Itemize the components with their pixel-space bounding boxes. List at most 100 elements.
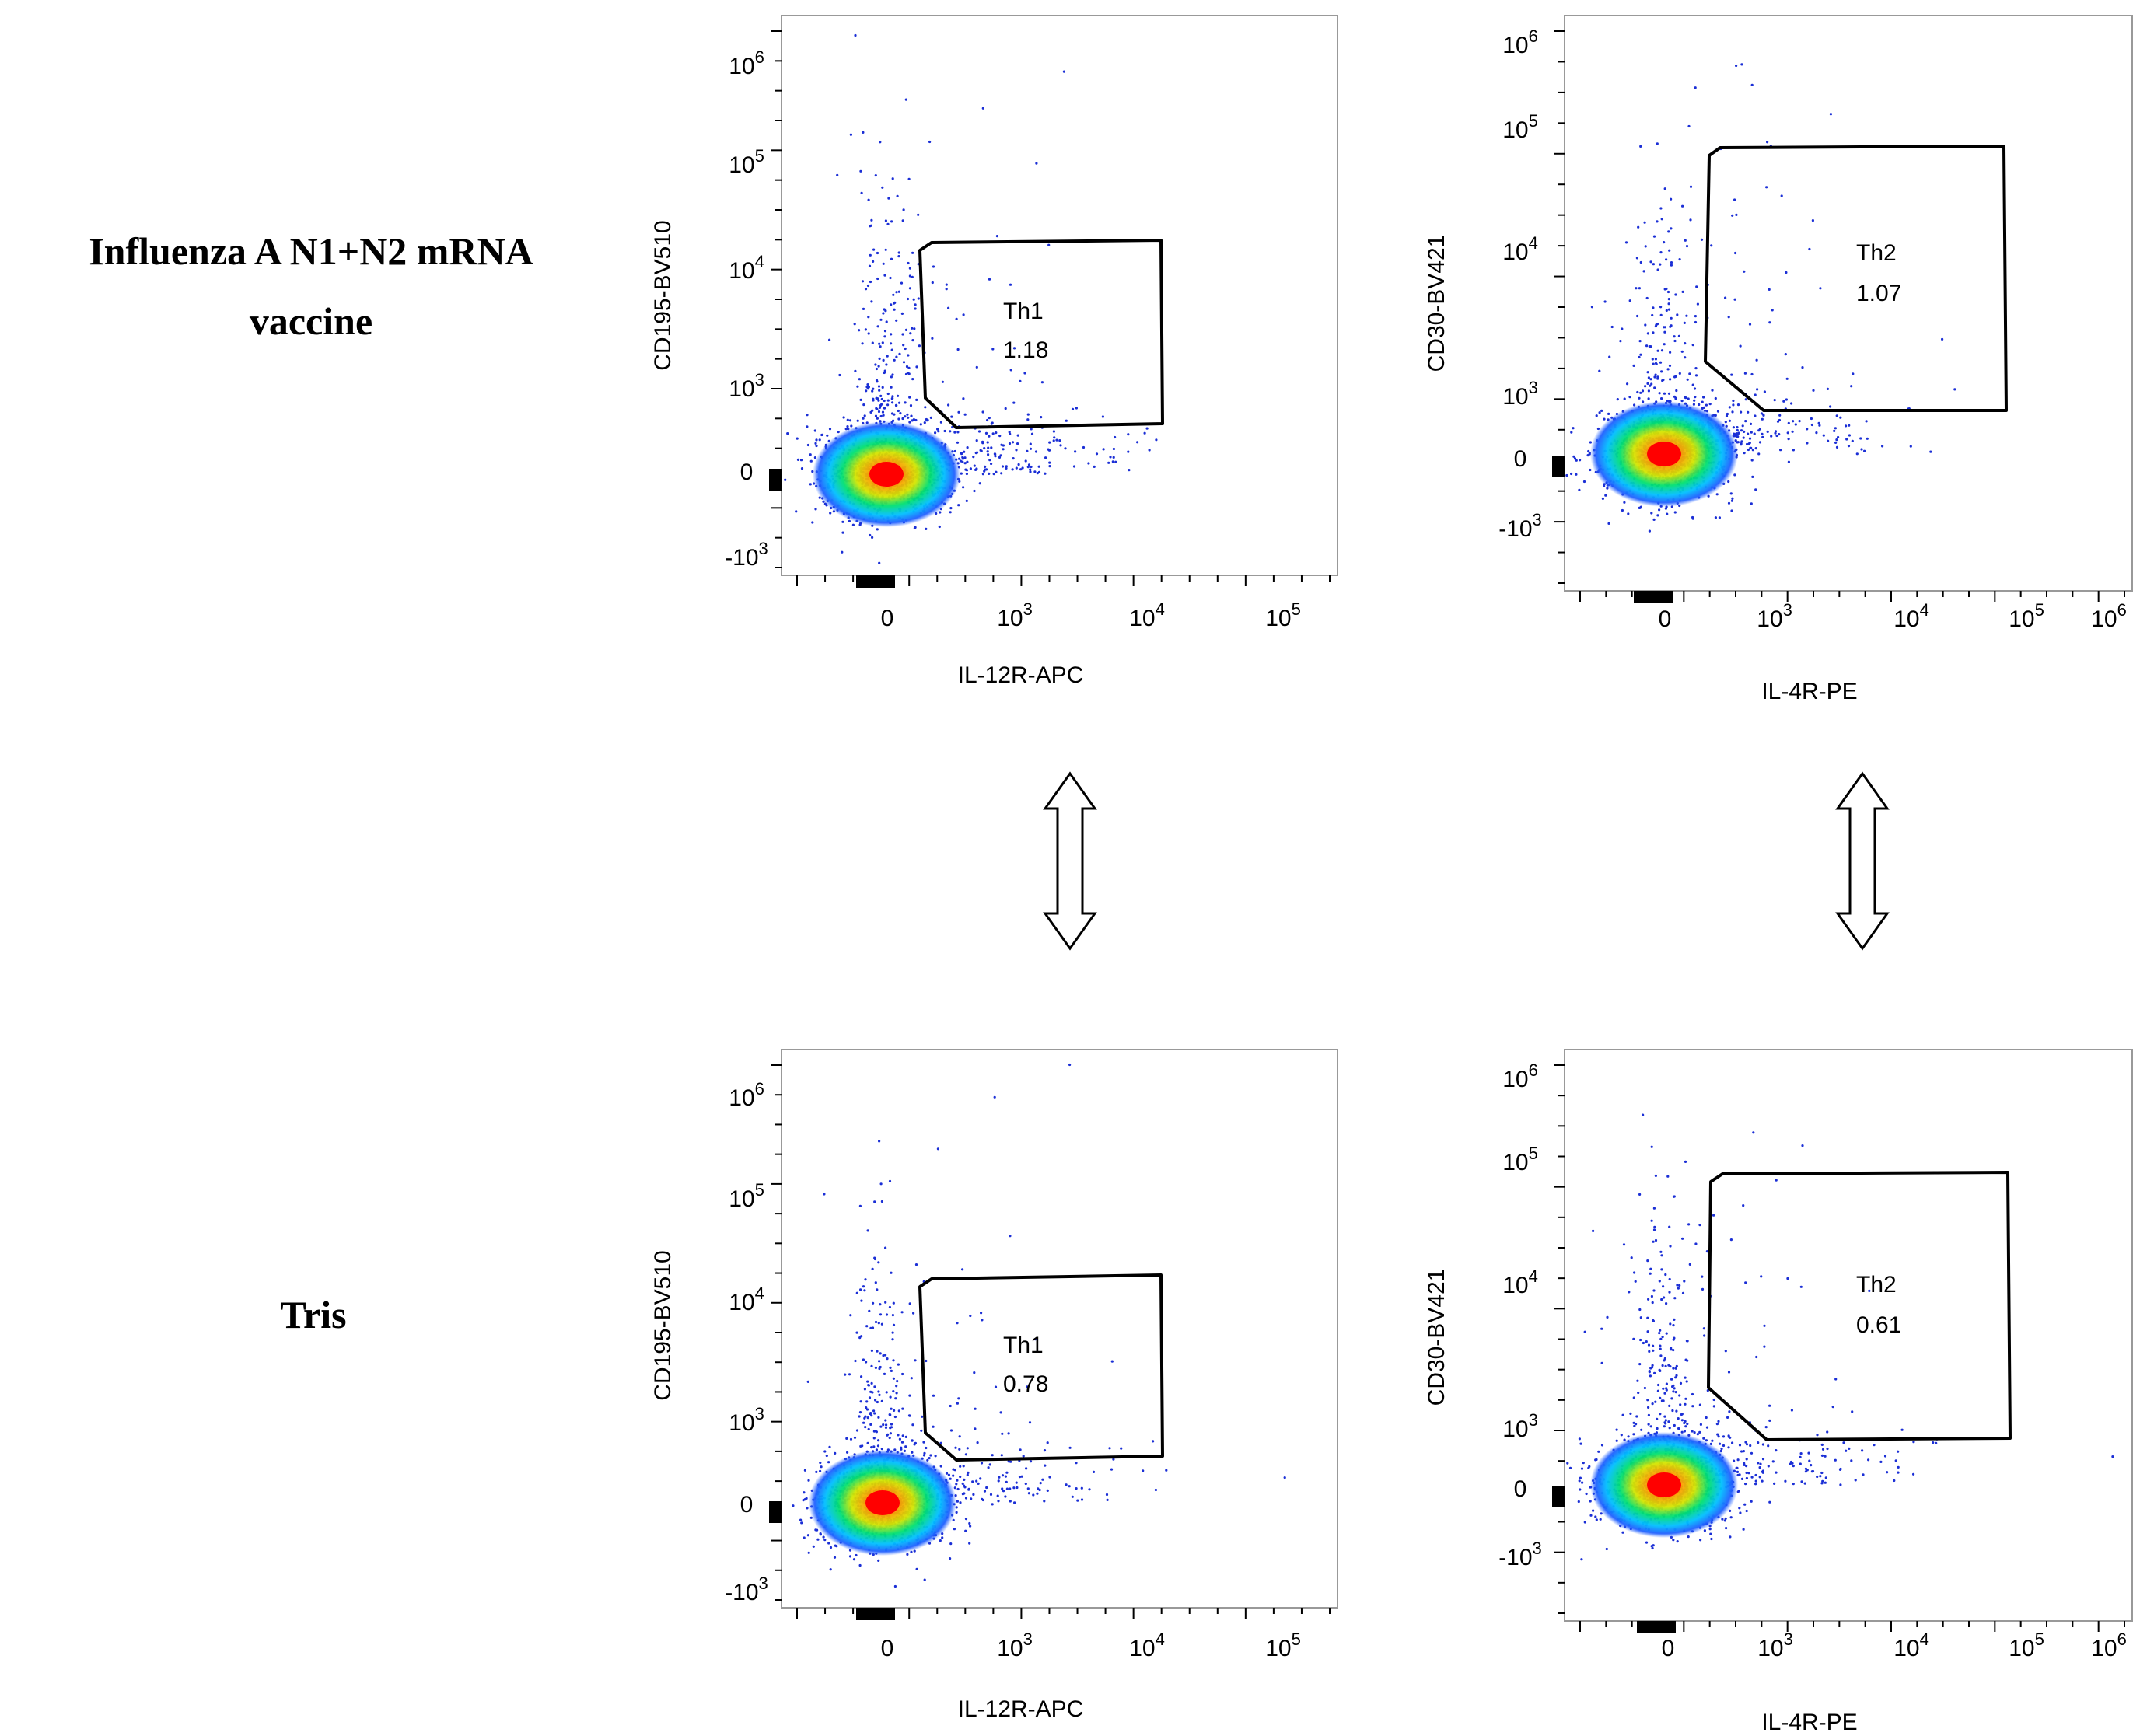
event-dot: [1761, 1479, 1764, 1483]
event-dot: [1761, 435, 1764, 438]
event-dot: [885, 1423, 888, 1427]
event-dot: [1656, 514, 1659, 517]
event-dot: [809, 483, 812, 486]
event-dot: [897, 1434, 900, 1437]
event-dot: [891, 1331, 894, 1334]
event-dot: [877, 410, 881, 414]
event-dot: [969, 1525, 972, 1528]
event-dot: [962, 397, 965, 400]
event-dot: [911, 1439, 914, 1442]
event-dot: [862, 417, 865, 420]
event-dot: [1600, 1444, 1604, 1447]
event-dot: [1034, 450, 1038, 453]
event-dot: [1845, 438, 1848, 441]
event-dot: [862, 1358, 865, 1361]
event-dot: [1047, 243, 1051, 246]
event-dot: [1575, 459, 1578, 462]
event-dot: [803, 1469, 806, 1472]
event-dot: [859, 1400, 862, 1403]
event-dot: [1068, 1485, 1071, 1488]
event-dot: [1021, 466, 1024, 470]
event-dot: [1679, 1381, 1683, 1385]
event-dot: [876, 325, 879, 328]
event-dot: [1644, 245, 1647, 248]
event-dot: [864, 1426, 867, 1429]
event-dot: [844, 1373, 847, 1376]
event-dot: [854, 33, 857, 37]
event-dot: [1012, 347, 1016, 350]
event-dot: [939, 1465, 942, 1468]
event-dot: [937, 430, 940, 433]
event-dot: [1669, 325, 1672, 328]
event-dot: [858, 1411, 862, 1414]
event-dot: [1694, 374, 1698, 377]
event-dot: [1673, 375, 1677, 379]
event-dot: [949, 430, 952, 433]
event-dot: [1641, 389, 1645, 393]
event-dot: [991, 1454, 994, 1457]
event-dot: [1811, 219, 1814, 222]
event-dot: [877, 1261, 880, 1264]
y-tick-label: -103: [725, 1574, 768, 1605]
event-dot: [960, 452, 963, 455]
event-dot: [918, 344, 921, 348]
event-dot: [1080, 1486, 1083, 1490]
event-dot: [1748, 437, 1752, 440]
event-dot: [800, 467, 804, 470]
event-dot: [881, 186, 884, 189]
event-dot: [1763, 390, 1766, 393]
event-dot: [1065, 1483, 1068, 1486]
y-axis-label: CD195-BV510: [650, 1250, 676, 1400]
event-dot: [1656, 1389, 1659, 1392]
event-dot: [1651, 1402, 1654, 1406]
event-dot: [1819, 287, 1822, 290]
event-dot: [1745, 1458, 1748, 1461]
event-dot: [1675, 1364, 1678, 1367]
event-dot: [945, 288, 948, 291]
event-dot: [811, 521, 814, 524]
event-dot: [924, 406, 927, 409]
event-dot: [1048, 441, 1051, 444]
event-dot: [1730, 509, 1733, 512]
event-dot: [983, 447, 986, 450]
event-dot: [871, 389, 874, 393]
event-dot: [1747, 410, 1750, 414]
event-dot: [898, 352, 901, 355]
event-dot: [1663, 1415, 1666, 1418]
event-dot: [867, 332, 870, 335]
event-dot: [1684, 1425, 1687, 1428]
event-dot: [977, 430, 981, 433]
y-tick-label: 0: [740, 1492, 754, 1518]
gate-percent: 1.07: [1856, 281, 1901, 306]
event-dot: [1685, 245, 1689, 248]
event-dot: [1824, 1455, 1827, 1458]
event-dot: [939, 1441, 942, 1444]
event-dot: [957, 1397, 960, 1400]
event-dot: [844, 428, 848, 431]
event-dot: [1165, 1469, 1168, 1472]
event-dot: [879, 1182, 883, 1186]
event-dot: [1627, 512, 1630, 515]
event-dot: [1685, 314, 1688, 317]
event-dot: [1002, 1490, 1005, 1493]
event-dot: [891, 177, 894, 180]
event-dot: [1030, 465, 1033, 469]
event-dot: [1698, 1403, 1701, 1406]
event-dot: [1675, 389, 1678, 393]
event-dot: [1801, 1144, 1804, 1147]
event-dot: [1817, 421, 1820, 425]
event-dot: [1000, 443, 1003, 446]
event-dot: [1068, 1063, 1072, 1067]
event-dot: [1681, 290, 1684, 293]
event-dot: [813, 429, 816, 432]
event-dot: [855, 1429, 859, 1432]
event-dot: [1779, 449, 1782, 452]
event-dot: [985, 1486, 988, 1490]
event-dot: [1007, 1432, 1010, 1435]
event-dot: [806, 1534, 809, 1537]
y-tick-label: 105: [729, 146, 764, 178]
event-dot: [1647, 1343, 1651, 1347]
event-dot: [1833, 429, 1836, 433]
event-dot: [917, 297, 920, 300]
